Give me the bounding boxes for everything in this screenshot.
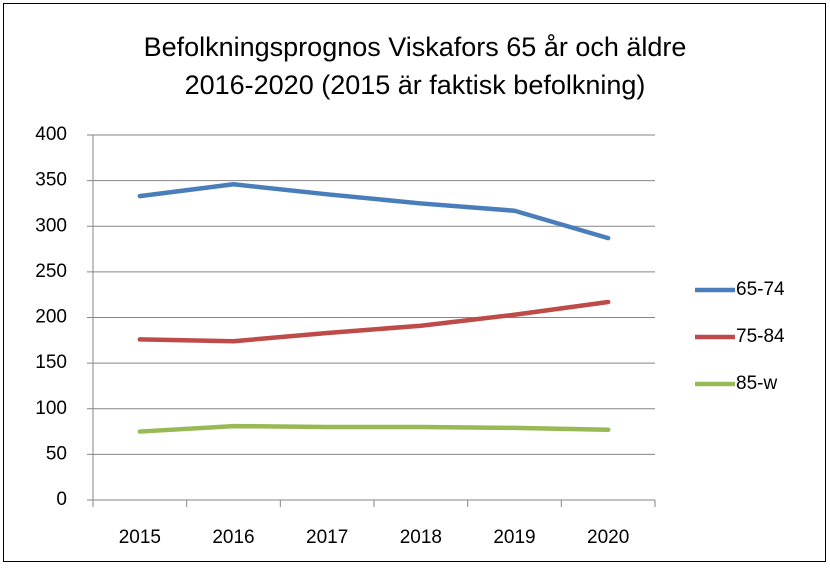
legend-label: 85-w <box>736 373 777 394</box>
y-tick-label: 150 <box>35 352 67 373</box>
y-tick-label: 100 <box>35 398 67 419</box>
y-tick-label: 400 <box>35 124 67 145</box>
x-tick-label: 2017 <box>306 527 348 548</box>
series-line <box>137 423 611 434</box>
x-tick-label: 2020 <box>587 527 629 548</box>
x-tick-label: 2019 <box>493 527 535 548</box>
chart-border <box>3 3 826 562</box>
y-tick-label: 250 <box>35 261 67 282</box>
series-line <box>137 182 611 241</box>
x-tick-label: 2015 <box>119 527 161 548</box>
y-tick-label: 50 <box>46 443 67 464</box>
y-tick-label: 200 <box>35 307 67 328</box>
chart-title: Befolkningsprognos Viskafors 65 år och ä… <box>144 32 687 100</box>
legend-label: 65-74 <box>736 279 785 300</box>
y-tick-label: 0 <box>56 489 67 510</box>
x-tick-label: 2018 <box>400 527 442 548</box>
series-line <box>137 299 611 344</box>
y-tick-label: 350 <box>35 170 67 191</box>
y-tick-label: 300 <box>35 215 67 236</box>
x-tick-label: 2016 <box>212 527 254 548</box>
legend-label: 75-84 <box>736 326 785 347</box>
